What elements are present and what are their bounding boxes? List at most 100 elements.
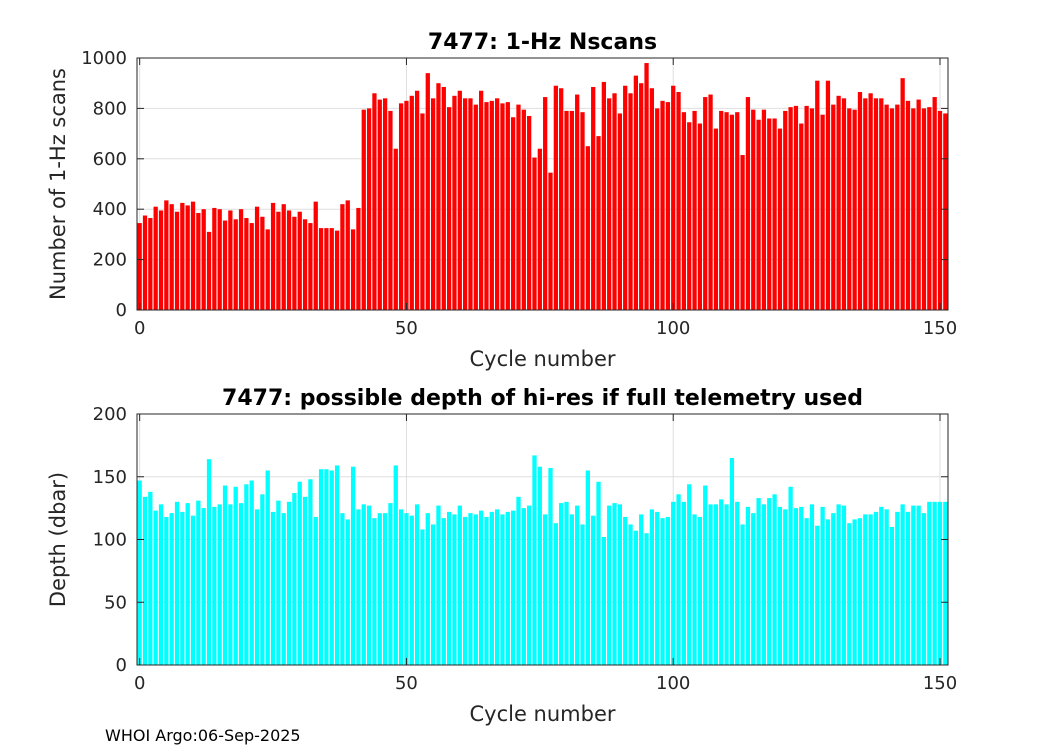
nscans-bar	[463, 98, 468, 310]
nscans-bar	[350, 229, 356, 310]
nscans-bar	[601, 81, 606, 310]
nscans-bar	[185, 205, 190, 310]
depth-bar	[889, 526, 895, 665]
nscans-bar	[190, 201, 196, 310]
nscans-bar	[479, 90, 484, 310]
nscans-bar	[377, 99, 382, 310]
nscans-bar	[943, 113, 948, 310]
depth-bar	[297, 481, 302, 665]
nscans-ytick-label: 0	[116, 300, 127, 321]
nscans-bar	[441, 86, 446, 310]
nscans-xlabel: Cycle number	[469, 347, 615, 371]
nscans-bar	[180, 202, 185, 310]
nscans-bar	[254, 206, 260, 310]
depth-bar	[596, 481, 601, 665]
nscans-bar	[553, 85, 558, 310]
nscans-bar	[516, 104, 521, 311]
depth-bar	[937, 501, 943, 665]
nscans-bar	[831, 104, 836, 311]
depth-bar	[564, 501, 569, 665]
depth-bar	[334, 465, 340, 665]
depth-bar	[222, 485, 228, 665]
nscans-bar	[340, 204, 345, 310]
depth-bar	[457, 505, 462, 665]
nscans-bar	[612, 93, 617, 310]
nscans-bar	[575, 94, 580, 310]
depth-bar	[308, 479, 313, 665]
nscans-ticks: 0 50 100 150 0 200 400 600 800 1000	[81, 48, 957, 339]
nscans-bar	[270, 202, 276, 310]
depth-bar	[857, 518, 863, 665]
nscans-bar	[158, 210, 164, 310]
nscans-bar	[260, 216, 265, 310]
depth-bar	[735, 501, 740, 665]
nscans-bar	[895, 104, 900, 311]
nscans-bar	[825, 80, 831, 311]
nscans-bar	[671, 85, 676, 310]
nscans-bar	[425, 73, 430, 311]
nscans-bar	[297, 211, 302, 310]
nscans-bar	[217, 209, 222, 310]
nscans-bar	[767, 118, 772, 310]
depth-xtick-label: 50	[395, 673, 418, 694]
nscans-bar	[681, 112, 687, 311]
depth-bars	[137, 455, 948, 665]
nscans-bar	[655, 108, 660, 311]
depth-bar	[745, 506, 751, 665]
nscans-bar	[329, 228, 334, 310]
nscans-bar	[665, 102, 671, 310]
depth-bar	[777, 506, 783, 665]
depth-bar	[463, 516, 468, 665]
nscans-bar	[628, 93, 633, 310]
nscans-bar	[393, 148, 398, 310]
nscans-bar	[212, 207, 217, 310]
nscans-bar	[142, 215, 148, 310]
nscans-bar	[569, 110, 574, 310]
nscans-bar	[863, 98, 868, 310]
depth-bar	[548, 467, 553, 665]
nscans-bar	[500, 103, 505, 310]
depth-bar	[884, 509, 889, 665]
nscans-bar	[889, 108, 895, 311]
nscans-bar	[585, 146, 590, 310]
depth-bar	[799, 506, 804, 665]
depth-panel: 0 50 100 150 0 50 100 150 200 7477: possible dep…	[46, 386, 957, 726]
nscans-bar	[847, 108, 852, 311]
nscans-axes-frame	[136, 57, 949, 311]
nscans-bar	[265, 229, 270, 310]
depth-bar	[404, 513, 409, 665]
nscans-bar	[639, 83, 644, 310]
depth-bar	[345, 519, 350, 665]
depth-bar	[286, 501, 292, 665]
nscans-bar	[196, 212, 201, 310]
nscans-bar	[724, 112, 729, 311]
nscans-bar	[238, 209, 244, 310]
nscans-bar	[857, 92, 863, 311]
nscans-bar	[916, 99, 921, 310]
nscans-bar	[692, 110, 697, 310]
nscans-bar	[372, 93, 377, 310]
nscans-bar	[153, 206, 158, 310]
depth-bar	[809, 504, 815, 665]
depth-bar	[398, 509, 404, 665]
nscans-bar	[559, 88, 564, 311]
depth-bar	[281, 513, 286, 665]
depth-bar	[377, 513, 382, 665]
depth-bar	[180, 511, 185, 665]
depth-bar	[148, 491, 153, 665]
nscans-bar	[527, 115, 532, 311]
nscans-bar	[623, 85, 628, 310]
depth-bar	[671, 501, 676, 665]
nscans-bar	[719, 110, 724, 310]
depth-bar	[836, 504, 841, 665]
nscans-bar	[361, 109, 366, 310]
depth-bar	[276, 500, 281, 665]
nscans-bar	[334, 230, 340, 310]
nscans-bar	[436, 83, 441, 310]
depth-bar	[511, 510, 516, 665]
depth-bar	[617, 504, 622, 665]
nscans-bar	[660, 100, 665, 310]
depth-ytick-label: 50	[104, 592, 127, 613]
nscans-bar	[324, 228, 329, 310]
depth-bar	[879, 506, 884, 665]
